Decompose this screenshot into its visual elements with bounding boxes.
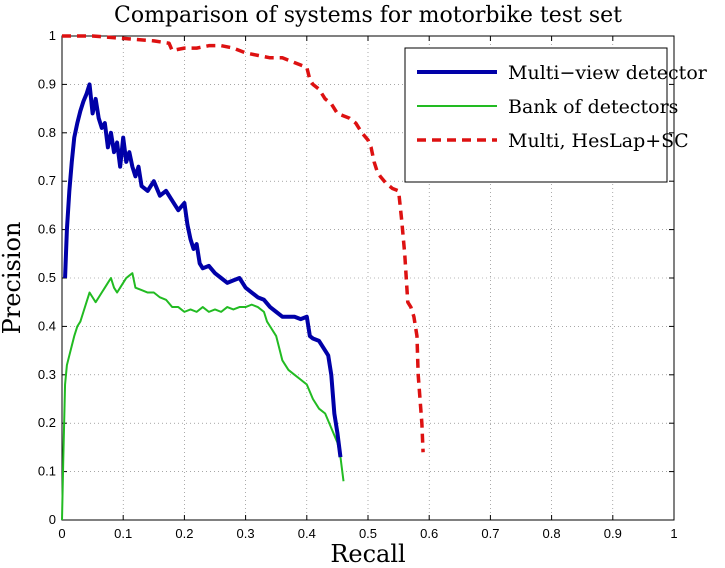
y-tick-label: 0.7 <box>38 173 56 188</box>
y-axis-label: Precision <box>0 222 26 335</box>
x-tick-label: 1 <box>670 526 677 541</box>
y-tick-label: 0.4 <box>38 318 56 333</box>
x-tick-label: 0.5 <box>359 526 377 541</box>
y-tick-label: 0.6 <box>38 222 56 237</box>
series-line-0 <box>63 82 343 458</box>
series-line-2 <box>62 34 425 453</box>
y-tick-label: 0.8 <box>38 125 56 140</box>
series-line-1 <box>61 272 345 521</box>
x-tick-label: 0.3 <box>237 526 255 541</box>
x-tick-label: 0.2 <box>175 526 193 541</box>
y-tick-label: 1 <box>49 28 56 43</box>
series-layer <box>61 34 425 521</box>
x-tick-label: 0 <box>58 526 65 541</box>
x-tick-label: 0.6 <box>420 526 438 541</box>
y-tick-label: 0.9 <box>38 76 56 91</box>
x-tick-label: 0.8 <box>543 526 561 541</box>
legend: Multi−view detector Bank of detectors Mult… <box>404 47 708 183</box>
y-tick-label: 0.5 <box>38 270 56 285</box>
legend-label-0: Multi−view detector <box>508 62 708 84</box>
x-tick-label: 0.1 <box>114 526 132 541</box>
legend-label-2: Multi, HesLap+SC <box>508 130 689 152</box>
tick-group: 0 0.1 0.2 0.3 0.4 0.5 0.6 0.7 0.8 0.9 1 0 0.1 0.2 0.3 0… <box>38 28 678 541</box>
y-tick-label: 0.3 <box>38 367 56 382</box>
x-tick-label: 0.9 <box>604 526 622 541</box>
legend-label-1: Bank of detectors <box>508 96 678 118</box>
y-tick-label: 0 <box>49 512 56 527</box>
x-tick-label: 0.4 <box>298 526 316 541</box>
x-tick-label: 0.7 <box>481 526 499 541</box>
y-tick-label: 0.2 <box>38 415 56 430</box>
chart-title: Comparison of systems for motorbike test… <box>114 3 622 28</box>
y-tick-label: 0.1 <box>38 464 56 479</box>
x-axis-label: Recall <box>330 540 405 568</box>
